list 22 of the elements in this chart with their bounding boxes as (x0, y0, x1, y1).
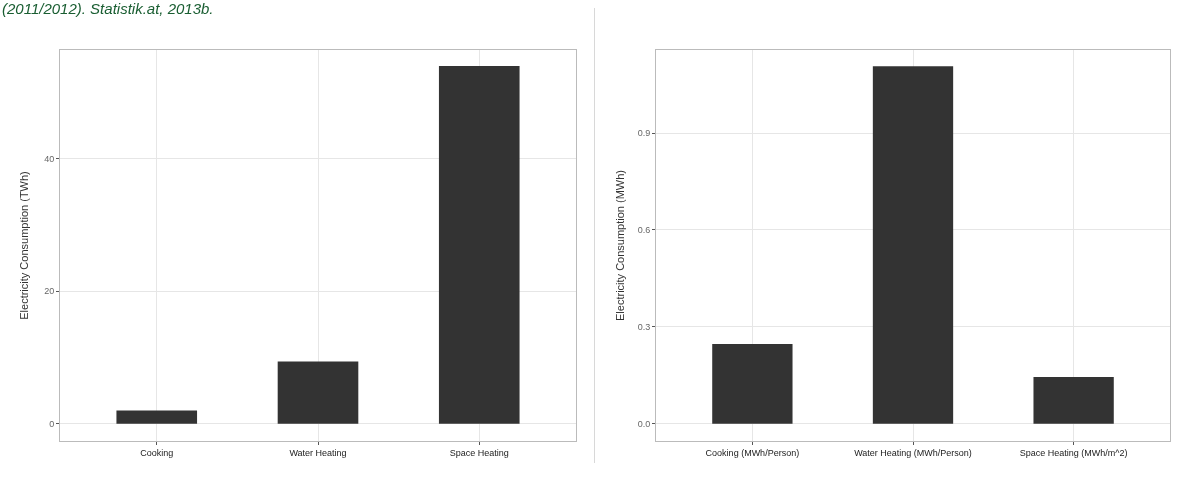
y-tick-label: 40 (44, 153, 55, 164)
y-tick-label: 0.6 (637, 225, 651, 236)
bar (438, 65, 520, 424)
y-tick-label: 0.9 (637, 128, 651, 139)
y-tick-label: 20 (44, 286, 55, 297)
y-axis-title: Electricity Consumption (MWh) (614, 170, 626, 321)
y-axis-title: Electricity Consumption (TWh) (18, 171, 30, 320)
text: (2011/2012). Statistik.at, 2013b. (2, 0, 214, 17)
y-tick-label: 0.0 (637, 419, 651, 430)
bar (116, 410, 198, 424)
bar (1033, 377, 1114, 424)
y-tick-label: 0.3 (637, 322, 651, 333)
bar (872, 66, 954, 424)
x-tick-label: Cooking (140, 447, 174, 458)
x-tick-label: Water Heating (289, 447, 347, 458)
x-tick-label: Space Heating (MWh/m^2) (1019, 447, 1128, 458)
bar (277, 361, 359, 424)
y-tick-label: 0 (49, 418, 55, 429)
x-tick-label: Water Heating (MWh/Person) (854, 447, 972, 458)
bar (712, 344, 793, 424)
x-tick-label: Cooking (MWh/Person) (705, 447, 800, 458)
x-tick-label: Space Heating (449, 447, 509, 458)
